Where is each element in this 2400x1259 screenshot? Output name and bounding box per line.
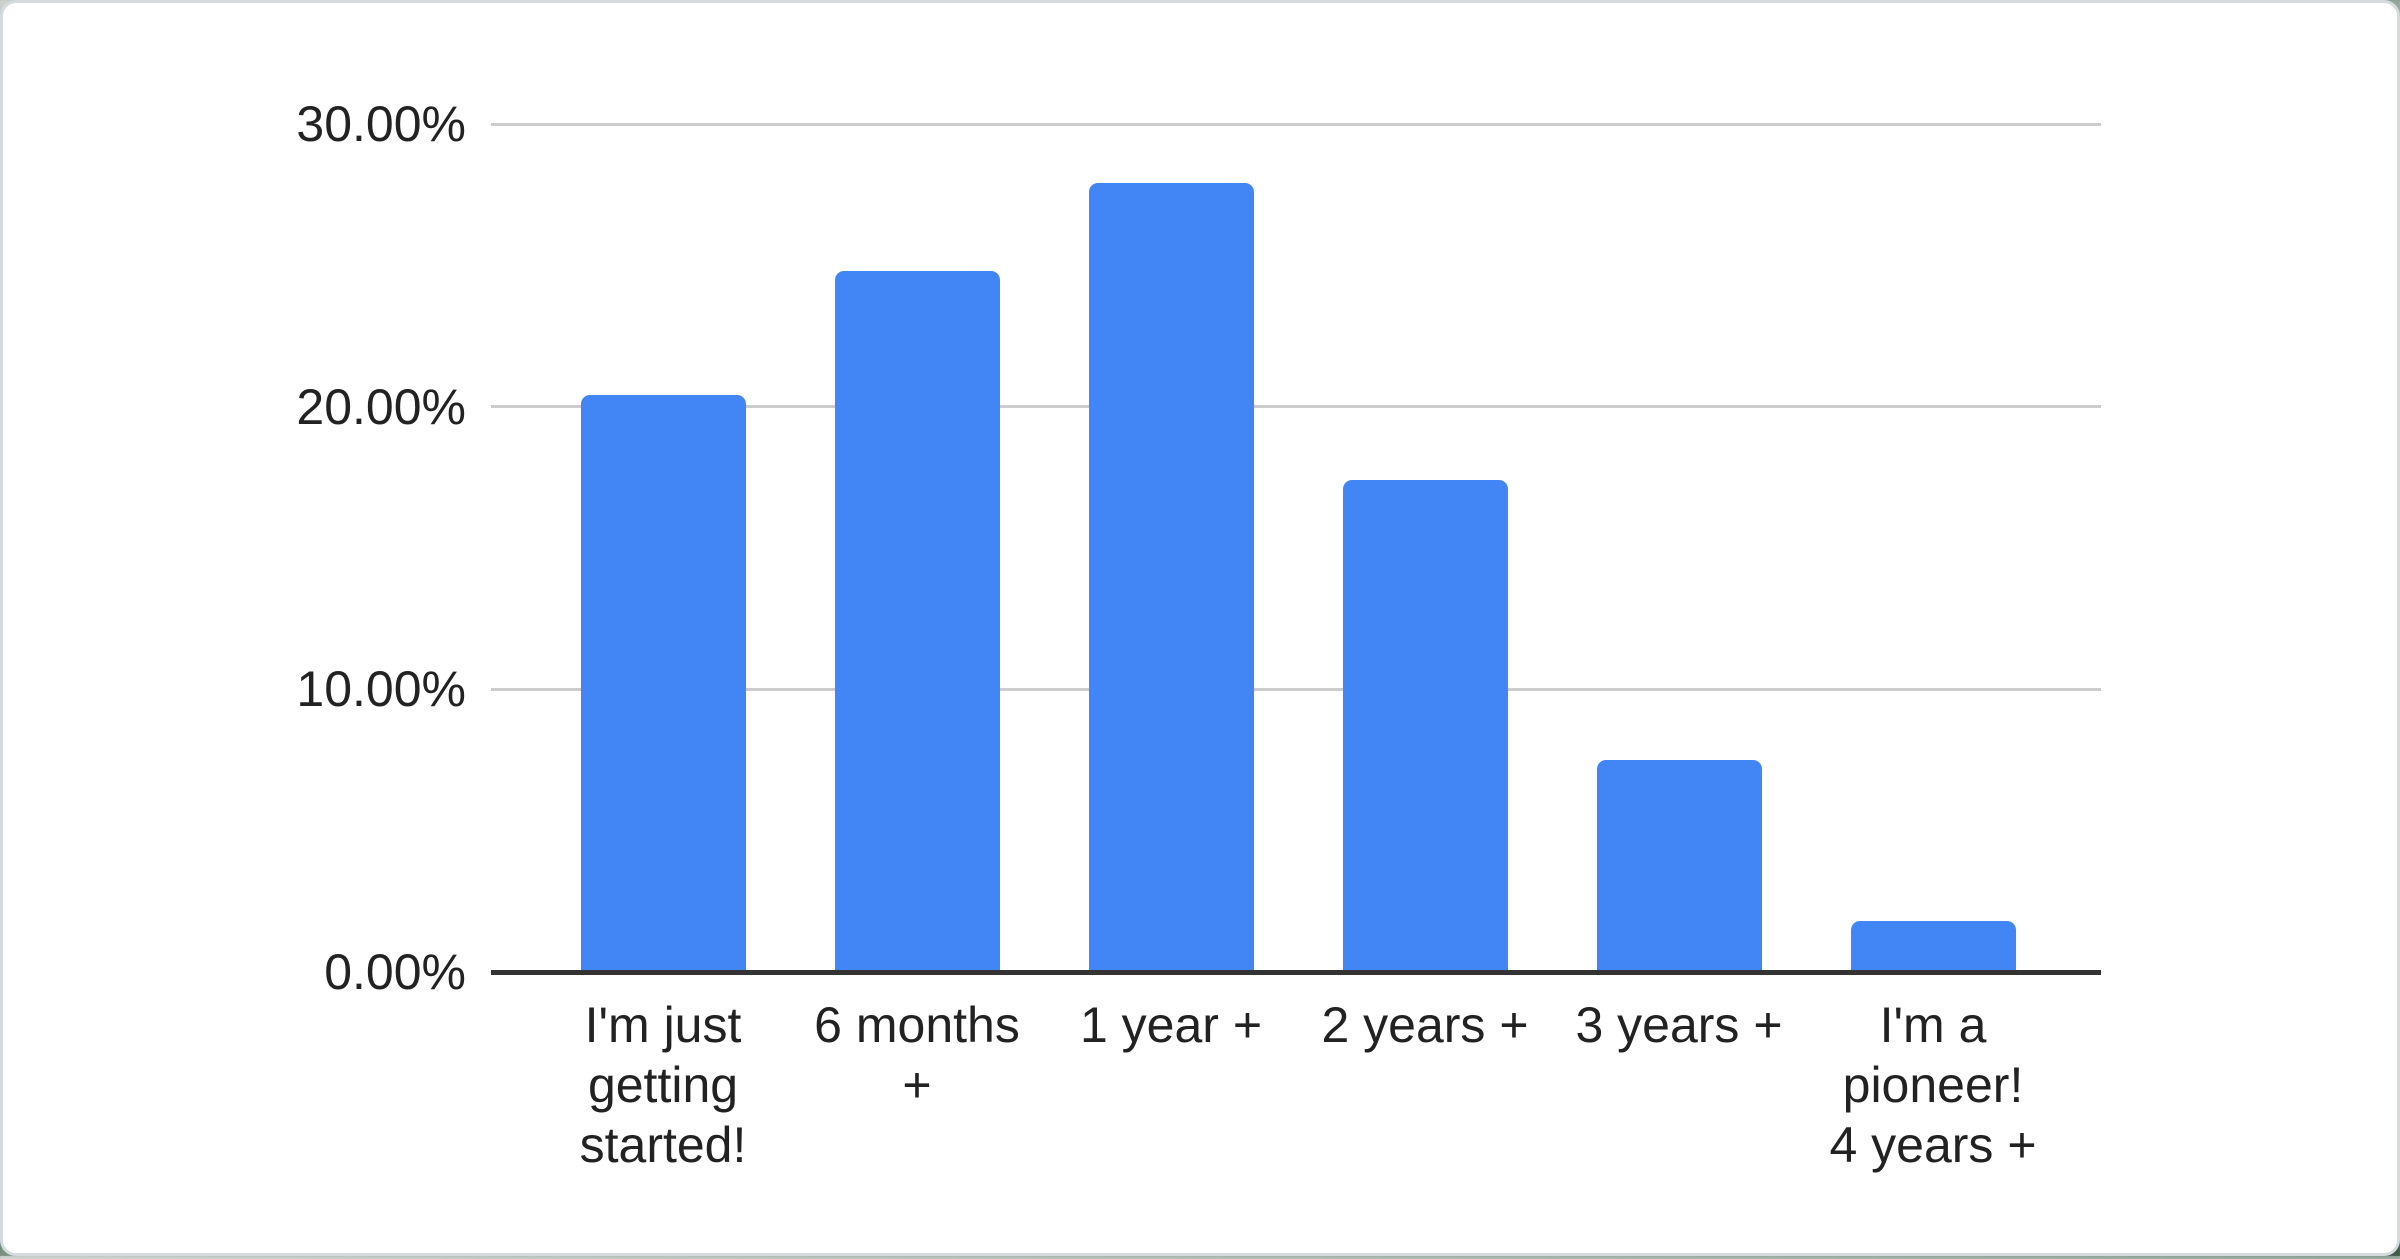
bar-5[interactable]	[1596, 760, 1762, 972]
x-axis-label-line: I'm a	[1879, 997, 1987, 1053]
y-axis-tick-label: 20.00%	[296, 378, 466, 435]
x-axis-label-line: 3 years +	[1575, 997, 1783, 1053]
x-axis-label-line: 2 years +	[1321, 997, 1529, 1053]
x-axis-label: 1 year +	[1016, 995, 1326, 1055]
gridline-20	[491, 405, 2101, 409]
x-axis-label-line: getting	[587, 1057, 739, 1113]
gridline-10	[491, 687, 2101, 691]
y-axis-tick-label: 0.00%	[324, 944, 466, 1000]
x-axis-label-line: 4 years +	[1829, 1117, 2037, 1173]
gridline-30	[491, 122, 2101, 126]
x-axis-label-line: 6 months	[814, 997, 1020, 1053]
y-axis-tick-label: 10.00%	[296, 661, 466, 718]
x-axis-label: I'm just getting started!	[508, 995, 818, 1175]
x-axis-label-line: pioneer!	[1842, 1057, 2024, 1113]
x-axis-label: 3 years +	[1524, 995, 1834, 1055]
x-axis-label: I'm a pioneer! 4 years +	[1778, 995, 2088, 1175]
bar-3[interactable]	[1088, 183, 1254, 972]
bar-6[interactable]	[1850, 921, 2016, 972]
bar-2[interactable]	[834, 270, 1000, 972]
x-axis-label-line: 1 year +	[1079, 997, 1263, 1053]
x-axis-label-line: I'm just	[584, 997, 742, 1053]
y-axis-tick-label: 30.00%	[296, 96, 466, 152]
x-axis-line	[491, 970, 2101, 975]
bar-1[interactable]	[580, 395, 746, 972]
x-axis-label: 6 months +	[762, 995, 1072, 1115]
x-axis-label: 2 years +	[1270, 995, 1580, 1055]
x-axis-label-line: started!	[579, 1117, 747, 1173]
bar-4[interactable]	[1342, 480, 1508, 972]
bar-chart: 0.00% 10.00% 20.00% 30.00% I'm just getting st…	[3, 3, 2400, 1259]
x-axis-label-line: +	[902, 1057, 932, 1113]
